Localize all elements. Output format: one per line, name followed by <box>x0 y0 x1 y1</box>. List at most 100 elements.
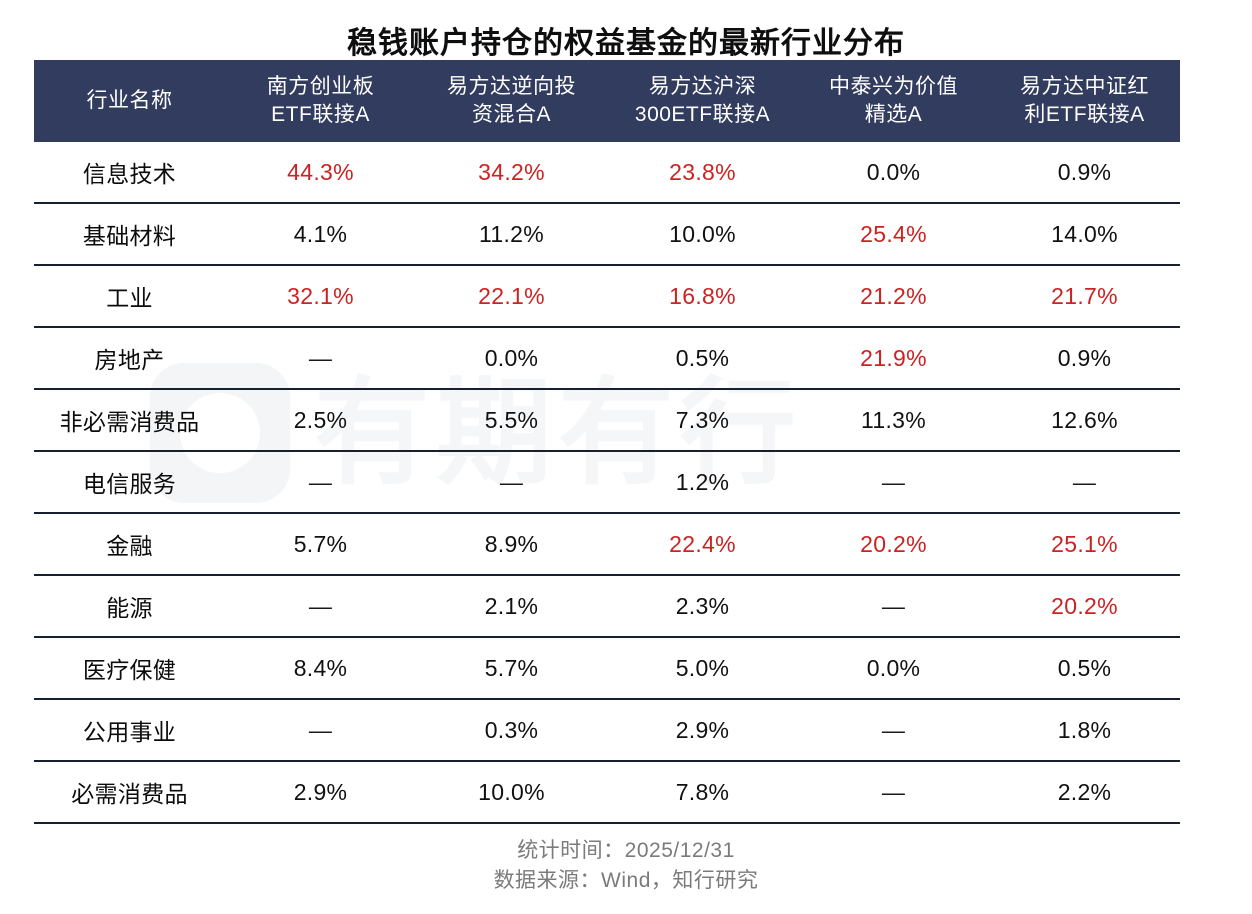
value-cell: — <box>798 699 989 762</box>
value-cell: — <box>225 699 416 762</box>
value-cell: 11.3% <box>798 389 989 452</box>
value-cell: 0.5% <box>989 637 1180 700</box>
value-cell-highlighted: 20.2% <box>989 575 1180 638</box>
table-row: 信息技术 44.3% 34.2% 23.8% 0.0% 0.9% <box>34 142 1180 204</box>
value-cell: 7.3% <box>607 389 798 452</box>
column-header-industry-name: 行业名称 <box>34 60 225 142</box>
value-cell: — <box>225 451 416 514</box>
value-cell: 0.0% <box>416 327 607 390</box>
table-row: 基础材料 4.1% 11.2% 10.0% 25.4% 14.0% <box>34 203 1180 266</box>
column-header-fund-3: 易方达沪深 300ETF联接A <box>607 60 798 142</box>
value-cell-highlighted: 22.4% <box>607 513 798 576</box>
value-cell: 12.6% <box>989 389 1180 452</box>
column-header-fund-2: 易方达逆向投 资混合A <box>416 60 607 142</box>
table-container: 行业名称 南方创业板 ETF联接A 易方达逆向投 资混合A 易方达沪深 300E… <box>34 60 1214 824</box>
value-cell: 10.0% <box>416 761 607 824</box>
industry-name-cell: 必需消费品 <box>34 761 225 824</box>
value-cell: — <box>225 327 416 390</box>
value-cell: 0.0% <box>798 637 989 700</box>
value-cell: — <box>798 451 989 514</box>
value-cell: 5.7% <box>416 637 607 700</box>
column-header-line1: 南方创业板 <box>266 75 375 99</box>
value-cell-highlighted: 16.8% <box>607 265 798 328</box>
column-header-line2: ETF联接A <box>271 103 370 126</box>
value-cell: 1.8% <box>989 699 1180 762</box>
table-row: 电信服务 — —1.2% — — <box>34 451 1180 514</box>
industry-name-cell: 能源 <box>34 575 225 638</box>
value-cell-highlighted: 21.2% <box>798 265 989 328</box>
table-head: 行业名称 南方创业板 ETF联接A 易方达逆向投 资混合A 易方达沪深 300E… <box>34 60 1180 142</box>
value-cell: — <box>416 451 607 514</box>
table-row: 医疗保健 8.4% 5.7% 5.0% 0.0% 0.5% <box>34 637 1180 700</box>
table-row: 必需消费品 2.9% 10.0% 7.8% —2.2% <box>34 761 1180 824</box>
value-cell-highlighted: 25.1% <box>989 513 1180 576</box>
industry-name-cell: 信息技术 <box>34 142 225 204</box>
value-cell: 7.8% <box>607 761 798 824</box>
value-cell: 8.9% <box>416 513 607 576</box>
value-cell: 0.3% <box>416 699 607 762</box>
industry-name-cell: 基础材料 <box>34 203 225 266</box>
value-cell-highlighted: 25.4% <box>798 203 989 266</box>
value-cell: 1.2% <box>607 451 798 514</box>
industry-name-cell: 电信服务 <box>34 451 225 514</box>
value-cell: — <box>798 761 989 824</box>
value-cell: — <box>798 575 989 638</box>
page-title: 稳钱账户持仓的权益基金的最新行业分布 <box>347 27 905 60</box>
table-row: 工业 32.1% 22.1% 16.8% 21.2% 21.7% <box>34 265 1180 328</box>
column-header-line2: 精选A <box>864 103 923 126</box>
value-cell: 2.1% <box>416 575 607 638</box>
table-body: 信息技术 44.3% 34.2% 23.8% 0.0% 0.9% 基础材料 4.1% 11.2%… <box>34 142 1180 824</box>
industry-name-cell: 工业 <box>34 265 225 328</box>
value-cell-highlighted: 21.7% <box>989 265 1180 328</box>
table-row: 金融 5.7% 8.9% 22.4% 20.2% 25.1% <box>34 513 1180 576</box>
table-row: 公用事业 —0.3% 2.9% —1.8% <box>34 699 1180 762</box>
footnote-data-source: 数据来源：Wind，知行研究 <box>493 869 759 893</box>
value-cell: 5.5% <box>416 389 607 452</box>
industry-name-cell: 金融 <box>34 513 225 576</box>
column-header-fund-5: 易方达中证红 利ETF联接A <box>989 60 1180 142</box>
column-header-line1: 易方达逆向投 <box>447 75 576 99</box>
value-cell: 8.4% <box>225 637 416 700</box>
value-cell: 5.0% <box>607 637 798 700</box>
table-row: 非必需消费品 2.5% 5.5% 7.3% 11.3% 12.6% <box>34 389 1180 452</box>
value-cell: 2.5% <box>225 389 416 452</box>
footnote: 统计时间：2025/12/31 数据来源：Wind，知行研究 <box>0 836 1252 897</box>
column-header-line2: 利ETF联接A <box>1024 103 1145 126</box>
table-row: 房地产 —0.0% 0.5% 21.9% 0.9% <box>34 327 1180 390</box>
value-cell: 10.0% <box>607 203 798 266</box>
column-header-line1: 行业名称 <box>86 89 173 113</box>
industry-allocation-table: 行业名称 南方创业板 ETF联接A 易方达逆向投 资混合A 易方达沪深 300E… <box>34 60 1180 824</box>
industry-name-cell: 医疗保健 <box>34 637 225 700</box>
value-cell: 0.5% <box>607 327 798 390</box>
value-cell: 11.2% <box>416 203 607 266</box>
column-header-fund-1: 南方创业板 ETF联接A <box>225 60 416 142</box>
value-cell: 14.0% <box>989 203 1180 266</box>
value-cell-highlighted: 44.3% <box>225 142 416 204</box>
value-cell: 2.9% <box>607 699 798 762</box>
column-header-fund-4: 中泰兴为价值 精选A <box>798 60 989 142</box>
value-cell: 4.1% <box>225 203 416 266</box>
value-cell: 5.7% <box>225 513 416 576</box>
value-cell: 2.9% <box>225 761 416 824</box>
value-cell: 2.3% <box>607 575 798 638</box>
value-cell: — <box>989 451 1180 514</box>
value-cell: 0.9% <box>989 142 1180 204</box>
table-row: 能源 —2.1% 2.3% —20.2% <box>34 575 1180 638</box>
value-cell-highlighted: 32.1% <box>225 265 416 328</box>
column-header-line2: 资混合A <box>471 103 551 126</box>
value-cell-highlighted: 34.2% <box>416 142 607 204</box>
value-cell-highlighted: 23.8% <box>607 142 798 204</box>
value-cell-highlighted: 21.9% <box>798 327 989 390</box>
value-cell: 0.0% <box>798 142 989 204</box>
value-cell: 2.2% <box>989 761 1180 824</box>
footnote-stat-date: 统计时间：2025/12/31 <box>517 839 735 862</box>
column-header-line2: 300ETF联接A <box>634 103 771 126</box>
table-header-row: 行业名称 南方创业板 ETF联接A 易方达逆向投 资混合A 易方达沪深 300E… <box>34 60 1180 142</box>
value-cell: 0.9% <box>989 327 1180 390</box>
industry-name-cell: 房地产 <box>34 327 225 390</box>
value-cell-highlighted: 20.2% <box>798 513 989 576</box>
column-header-line1: 易方达中证红 <box>1020 75 1149 99</box>
column-header-line1: 中泰兴为价值 <box>829 75 958 99</box>
column-header-line1: 易方达沪深 <box>648 75 757 99</box>
